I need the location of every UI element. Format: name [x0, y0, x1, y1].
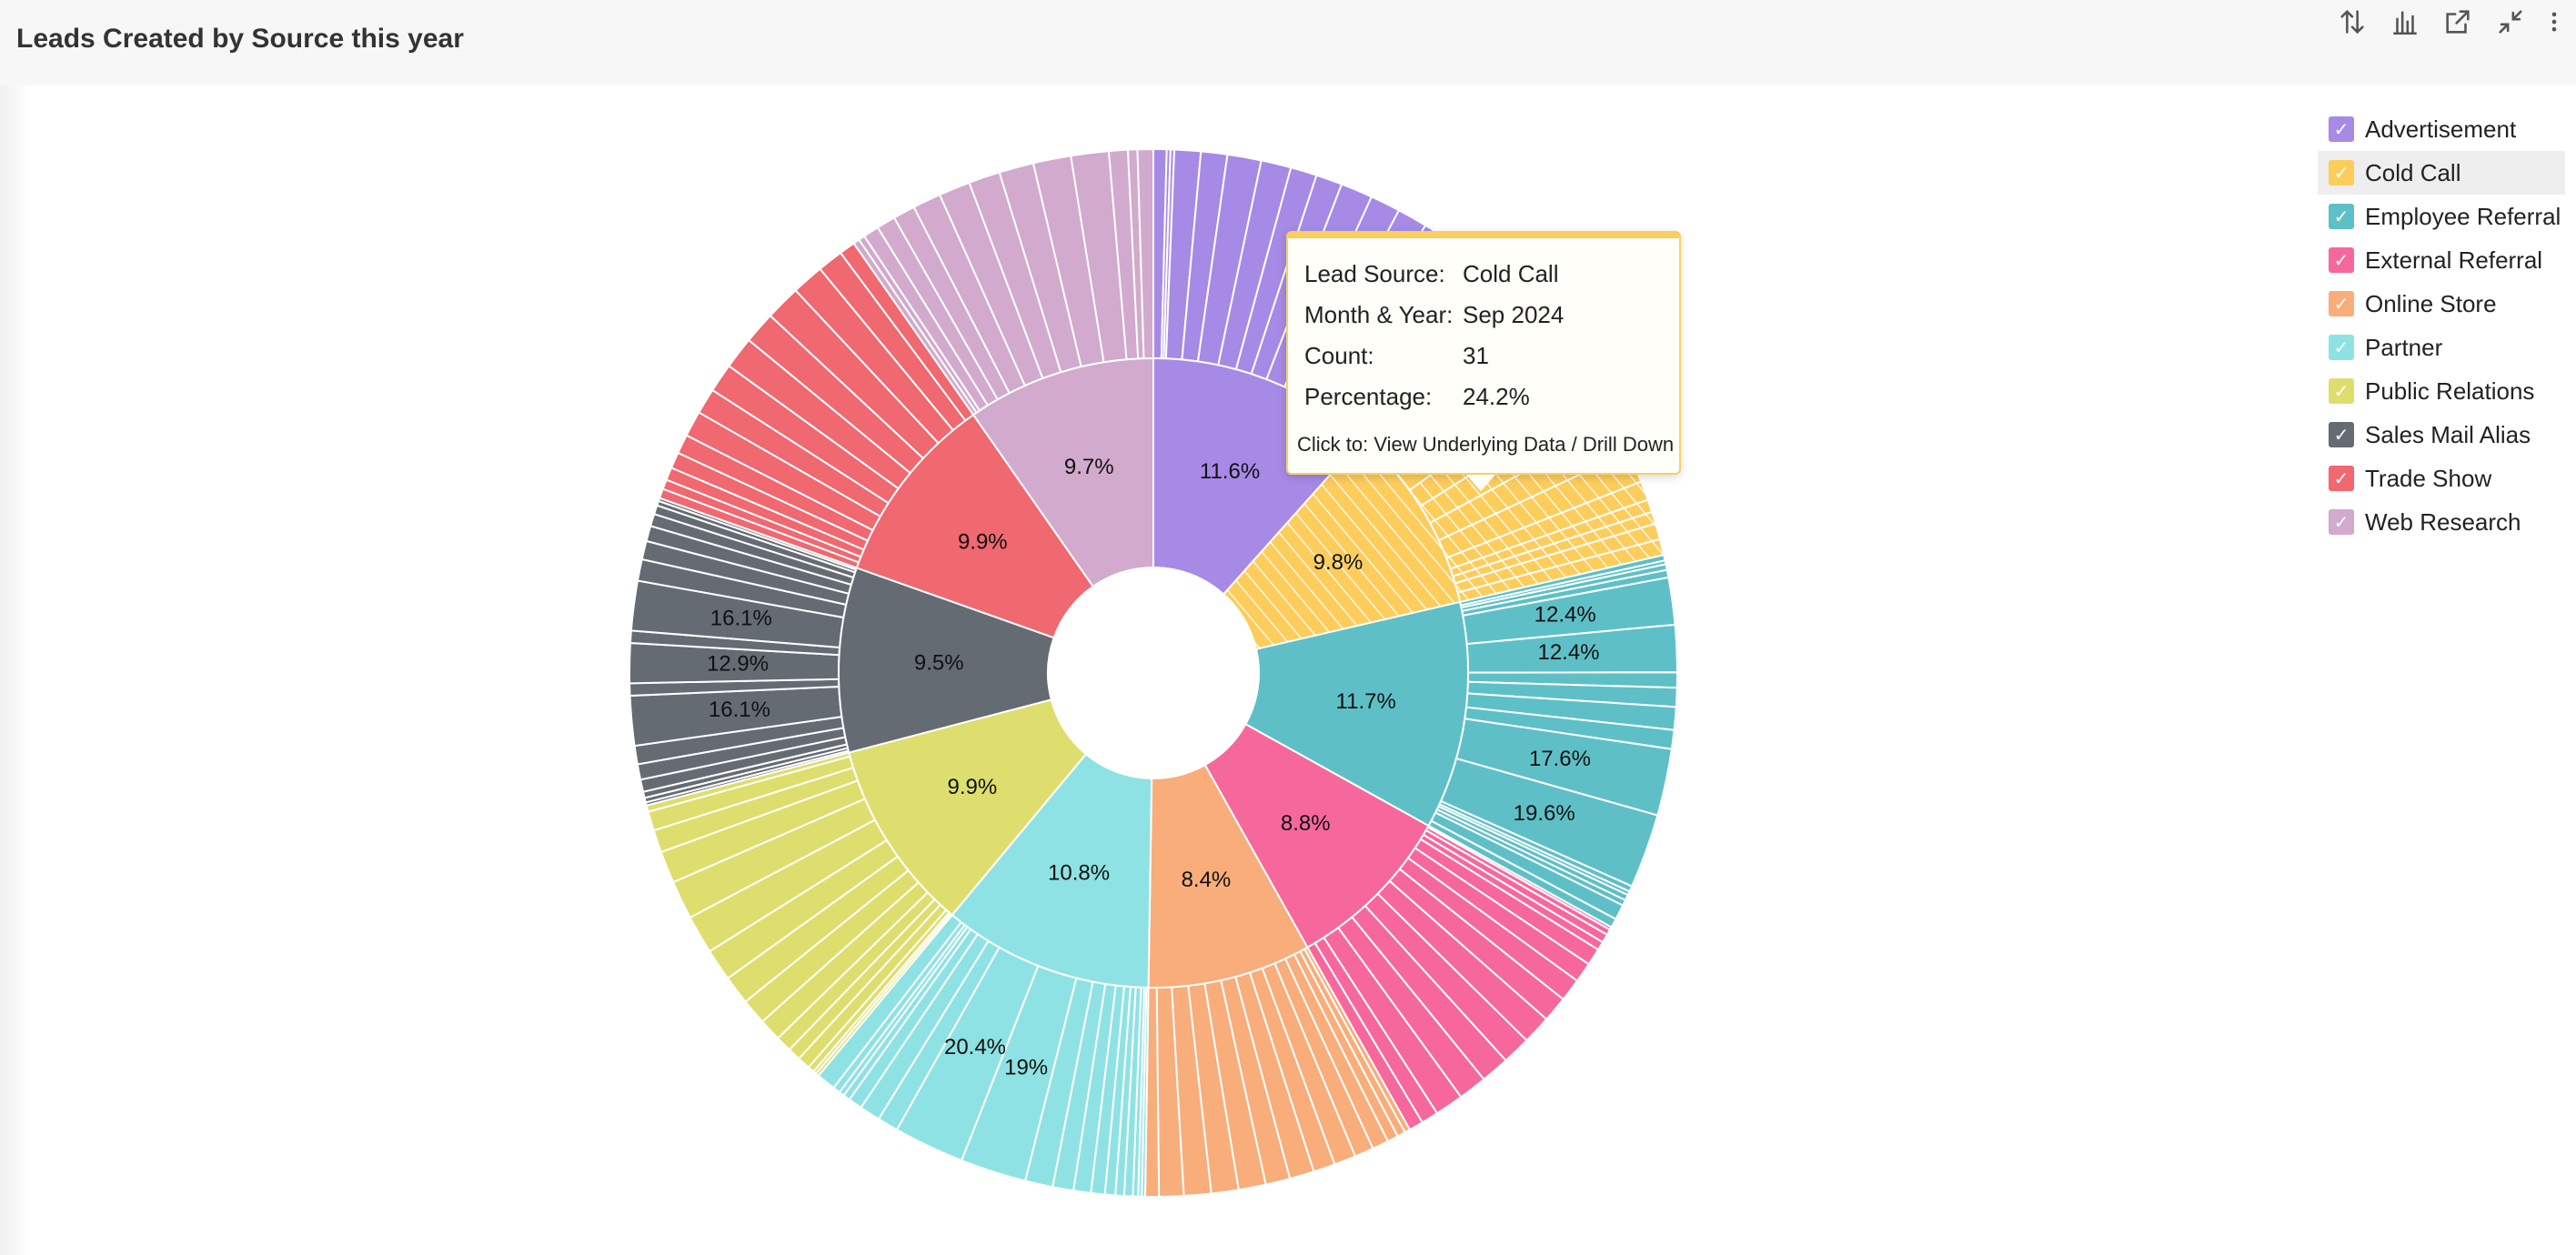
- inner-slice-label: 10.8%: [1048, 861, 1110, 886]
- legend-checkbox[interactable]: ✓: [2329, 335, 2354, 360]
- legend-label: Sales Mail Alias: [2365, 420, 2531, 448]
- inner-slice-cold-call[interactable]: [1222, 437, 1462, 651]
- legend-item-trade-show[interactable]: ✓ Trade Show: [2318, 457, 2565, 500]
- legend-checkbox[interactable]: ✓: [2329, 160, 2354, 186]
- inner-slice-label: 9.7%: [1064, 455, 1114, 479]
- outer-slice-label: 12.9%: [707, 652, 769, 677]
- legend-checkbox[interactable]: ✓: [2329, 466, 2354, 491]
- legend-checkbox[interactable]: ✓: [2329, 204, 2354, 229]
- chart-tooltip: Lead Source: Cold Call Month & Year: Sep 2…: [1286, 231, 1681, 491]
- chart-type-button[interactable]: [2383, 0, 2427, 44]
- tooltip-drilldown-hint: Click to: View Underlying Data / Drill D…: [1297, 433, 1675, 456]
- tooltip-value: 31: [1463, 342, 1489, 369]
- legend-checkbox[interactable]: ✓: [2329, 116, 2354, 142]
- outer-slice-label: 19%: [1004, 1055, 1048, 1079]
- inner-slice-label: 8.4%: [1182, 868, 1232, 892]
- tooltip-key: Count:: [1304, 342, 1374, 369]
- more-options-icon: [2551, 12, 2557, 32]
- inner-slice-employee-referral[interactable]: [1244, 600, 1469, 828]
- legend-label: Employee Referral: [2365, 202, 2561, 230]
- sort-icon: [2340, 9, 2364, 35]
- collapse-icon: [2499, 10, 2522, 34]
- inner-slice-sales-mail-alias[interactable]: [838, 567, 1055, 754]
- legend-item-employee-referral[interactable]: ✓ Employee Referral: [2318, 195, 2565, 238]
- legend-item-public-relations[interactable]: ✓ Public Relations: [2318, 369, 2565, 413]
- outer-slice-label: 12.4%: [1537, 640, 1599, 665]
- legend-item-online-store[interactable]: ✓ Online Store: [2318, 282, 2565, 326]
- open-external-button[interactable]: [2436, 0, 2480, 44]
- legend-item-advertisement[interactable]: ✓ Advertisement: [2318, 107, 2565, 151]
- tooltip-row-lead-source: Lead Source: Cold Call: [1304, 260, 1559, 288]
- chart-toolbar: [2321, 0, 2576, 44]
- legend-label: Online Store: [2365, 289, 2497, 317]
- collapse-button[interactable]: [2489, 0, 2532, 44]
- legend-item-external-referral[interactable]: ✓ External Referral: [2318, 238, 2565, 282]
- outer-slice-label: 16.1%: [709, 698, 770, 722]
- legend-label: Web Research: [2365, 507, 2521, 536]
- inner-slice-label: 11.7%: [1336, 689, 1396, 714]
- inner-slice-external-referral[interactable]: [1203, 722, 1430, 949]
- legend-label: Trade Show: [2365, 464, 2492, 492]
- chart-title: Leads Created by Source this year: [16, 24, 464, 54]
- legend-item-sales-mail-alias[interactable]: ✓ Sales Mail Alias: [2318, 413, 2565, 457]
- chart-header: Leads Created by Source this year: [0, 0, 2576, 85]
- legend-checkbox[interactable]: ✓: [2329, 509, 2354, 535]
- legend-checkbox[interactable]: ✓: [2329, 247, 2354, 273]
- tooltip-key: Percentage:: [1304, 383, 1433, 410]
- left-edge: [0, 85, 31, 1255]
- legend: ✓ Advertisement ✓ Cold Call ✓ Employee R…: [2318, 107, 2565, 544]
- tooltip-row-month-year: Month & Year: Sep 2024: [1304, 301, 1564, 329]
- inner-slice-web-research[interactable]: [971, 356, 1154, 588]
- inner-slice-label: 9.5%: [914, 650, 964, 675]
- tooltip-key: Lead Source:: [1304, 260, 1445, 287]
- legend-item-cold-call[interactable]: ✓ Cold Call: [2318, 151, 2565, 195]
- tooltip-row-percentage: Percentage: 24.2%: [1304, 383, 1530, 411]
- tooltip-pointer: [1466, 475, 1495, 491]
- tooltip-value: Sep 2024: [1463, 301, 1565, 328]
- sort-button[interactable]: [2330, 0, 2374, 44]
- inner-slice-trade-show[interactable]: [855, 413, 1095, 639]
- tooltip-value: 24.2%: [1463, 383, 1530, 410]
- outer-slice-label: 20.4%: [944, 1035, 1006, 1059]
- outer-slice-label: 12.4%: [1535, 603, 1596, 628]
- legend-label: Advertisement: [2365, 115, 2517, 143]
- inner-slice-label: 9.8%: [1313, 550, 1363, 575]
- inner-slice-label: 8.8%: [1281, 811, 1331, 836]
- outer-slice-label: 16.1%: [710, 606, 772, 630]
- legend-checkbox[interactable]: ✓: [2329, 378, 2354, 404]
- legend-label: External Referral: [2365, 246, 2543, 274]
- legend-item-partner[interactable]: ✓ Partner: [2318, 326, 2565, 369]
- inner-slice-label: 9.9%: [948, 775, 998, 799]
- inner-slice-label: 9.9%: [958, 529, 1008, 554]
- inner-slice-public-relations[interactable]: [848, 698, 1088, 917]
- legend-checkbox[interactable]: ✓: [2329, 291, 2354, 316]
- inner-slice-online-store[interactable]: [1147, 763, 1309, 989]
- legend-item-web-research[interactable]: ✓ Web Research: [2318, 500, 2565, 544]
- tooltip-row-count: Count: 31: [1304, 342, 1489, 370]
- chart-type-icon: [2393, 11, 2417, 35]
- tooltip-key: Month & Year:: [1304, 301, 1454, 328]
- more-options-button[interactable]: [2541, 0, 2567, 44]
- open-external-icon: [2446, 10, 2470, 34]
- inner-slice-partner[interactable]: [951, 752, 1153, 989]
- inner-slice-label: 11.6%: [1200, 459, 1260, 484]
- legend-checkbox[interactable]: ✓: [2329, 422, 2354, 447]
- tooltip-value: Cold Call: [1463, 260, 1559, 287]
- outer-slice-label: 19.6%: [1514, 801, 1575, 826]
- outer-slice-label: 17.6%: [1529, 747, 1591, 771]
- legend-label: Public Relations: [2365, 376, 2535, 405]
- legend-label: Cold Call: [2365, 158, 2461, 186]
- legend-label: Partner: [2365, 333, 2443, 361]
